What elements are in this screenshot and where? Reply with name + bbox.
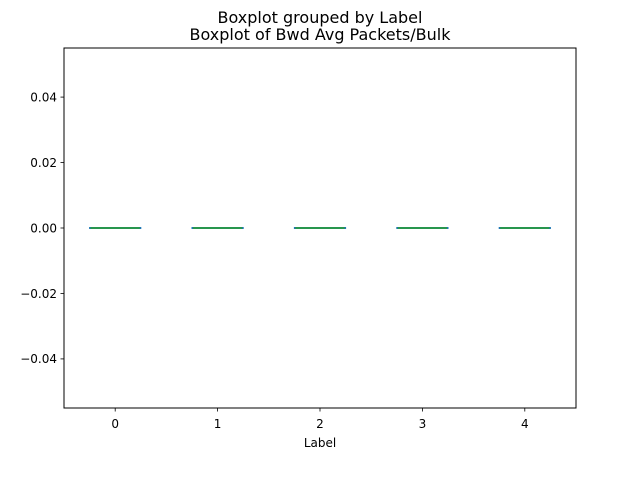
x-tick-label: 0: [111, 417, 119, 431]
plot-frame: [63, 47, 577, 409]
y-tick-label: 0.00: [30, 221, 57, 235]
y-tick-label: 0.02: [30, 156, 57, 170]
y-tick-label: 0.04: [30, 90, 57, 104]
chart-suptitle: Boxplot grouped by Label: [218, 8, 423, 27]
x-axis-label: Label: [304, 436, 336, 450]
chart-title: Boxplot of Bwd Avg Packets/Bulk: [190, 25, 452, 44]
plot-area: −0.04 −0.02 0.00 0.02 0.04 0 1 2 3 4: [20, 90, 551, 431]
x-tick-label: 3: [419, 417, 427, 431]
y-tick-label: −0.02: [20, 287, 57, 301]
x-tick-label: 1: [214, 417, 222, 431]
y-tick-label: −0.04: [20, 352, 57, 366]
x-tick-label: 4: [521, 417, 529, 431]
x-tick-label: 2: [316, 417, 324, 431]
